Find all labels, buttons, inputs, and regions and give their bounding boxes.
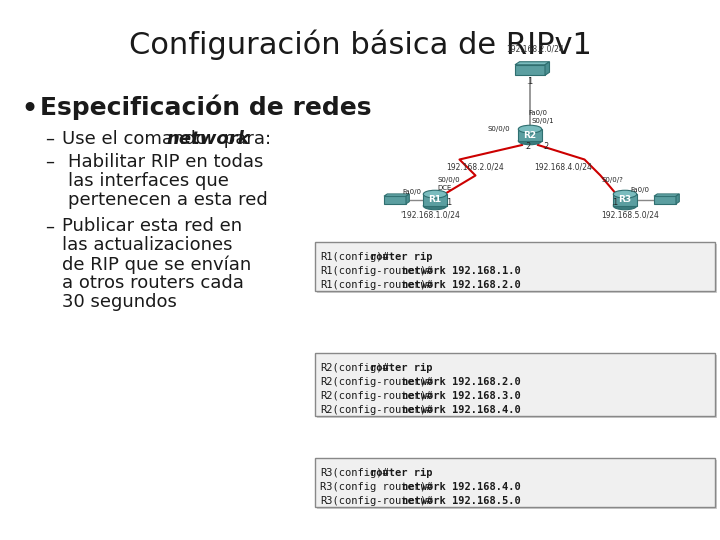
Text: Fa0/0: Fa0/0 (630, 187, 649, 193)
Text: network 192.168.3.0: network 192.168.3.0 (402, 391, 521, 401)
Text: .1: .1 (526, 77, 534, 86)
FancyBboxPatch shape (317, 355, 717, 417)
Text: R2(config-router)#: R2(config-router)# (320, 377, 433, 387)
FancyBboxPatch shape (317, 460, 717, 509)
Text: de RIP que se envían: de RIP que se envían (62, 255, 251, 274)
Text: router rip: router rip (370, 363, 433, 373)
Text: Publicar esta red en: Publicar esta red en (62, 218, 242, 235)
Text: .2: .2 (524, 142, 531, 151)
Text: las actualizaciones: las actualizaciones (62, 237, 233, 254)
Text: S0/0/0: S0/0/0 (437, 177, 459, 183)
Text: para:: para: (218, 130, 271, 148)
Polygon shape (545, 62, 549, 75)
Text: Use el comando: Use el comando (62, 130, 212, 148)
Polygon shape (423, 194, 446, 206)
Text: R3: R3 (618, 195, 631, 205)
Text: 192.168.4.0/24: 192.168.4.0/24 (534, 163, 592, 172)
Text: 192.168.2.0/24: 192.168.2.0/24 (446, 163, 504, 172)
Ellipse shape (518, 137, 541, 145)
Text: R1: R1 (428, 195, 441, 205)
Text: –: – (45, 130, 54, 148)
Text: R2: R2 (523, 131, 536, 139)
Text: 192.168.2.0/24: 192.168.2.0/24 (506, 45, 564, 54)
Text: S0/0/?: S0/0/? (601, 177, 623, 183)
Polygon shape (654, 194, 679, 196)
Text: 30 segundos: 30 segundos (62, 293, 177, 311)
Ellipse shape (613, 202, 636, 210)
Polygon shape (515, 65, 545, 75)
Text: network 192.168.4.0: network 192.168.4.0 (402, 482, 521, 492)
Text: '192.168.1.0/24: '192.168.1.0/24 (400, 210, 460, 219)
Polygon shape (515, 62, 549, 65)
Text: Configuración básica de RIPv1: Configuración básica de RIPv1 (129, 30, 591, 60)
Text: –: – (45, 218, 54, 235)
Text: network 192.168.4.0: network 192.168.4.0 (402, 405, 521, 415)
Text: Fa0/0: Fa0/0 (528, 110, 547, 116)
Text: S0/0/0: S0/0/0 (487, 126, 510, 132)
Text: S0/0/1: S0/0/1 (532, 118, 554, 124)
Polygon shape (613, 194, 636, 206)
Text: Fa0/0: Fa0/0 (402, 189, 421, 195)
Polygon shape (518, 129, 541, 141)
FancyBboxPatch shape (317, 244, 717, 293)
Text: R3(config router)#: R3(config router)# (320, 482, 433, 492)
Polygon shape (384, 196, 406, 204)
Ellipse shape (423, 202, 446, 210)
Text: network: network (166, 130, 250, 148)
Text: R3(config-router)#: R3(config-router)# (320, 496, 433, 506)
Text: a otros routers cada: a otros routers cada (62, 274, 244, 292)
Text: R2(config)#: R2(config)# (320, 363, 389, 373)
Text: R2(config-router)#: R2(config-router)# (320, 391, 433, 401)
Polygon shape (384, 194, 409, 196)
FancyBboxPatch shape (315, 242, 715, 291)
FancyBboxPatch shape (315, 353, 715, 415)
Text: router rip: router rip (370, 468, 433, 478)
Text: las interfaces que: las interfaces que (68, 172, 229, 190)
Text: Habilitar RIP en todas: Habilitar RIP en todas (68, 153, 264, 171)
Polygon shape (676, 194, 679, 204)
Text: R1(config-router)#: R1(config-router)# (320, 266, 433, 276)
Text: router rip: router rip (370, 252, 433, 262)
Text: .1: .1 (446, 198, 453, 207)
Text: R3(config)#: R3(config)# (320, 468, 389, 478)
Text: Especificación de redes: Especificación de redes (40, 95, 372, 120)
Text: network 192.168.2.0: network 192.168.2.0 (402, 377, 521, 387)
Text: .2: .2 (542, 142, 549, 151)
Polygon shape (406, 194, 409, 204)
FancyBboxPatch shape (315, 458, 715, 507)
Text: network 192.168.1.0: network 192.168.1.0 (402, 266, 521, 276)
Text: 192.168.5.0/24: 192.168.5.0/24 (601, 210, 659, 219)
Text: R1(config-router)#: R1(config-router)# (320, 280, 433, 290)
Text: network 192.168.5.0: network 192.168.5.0 (402, 496, 521, 506)
Polygon shape (654, 196, 676, 204)
Text: R1(config)#: R1(config)# (320, 252, 389, 262)
Text: DCE: DCE (437, 185, 451, 191)
Text: –: – (45, 153, 54, 171)
Text: .1: .1 (611, 198, 618, 207)
Text: R2(config-router)#: R2(config-router)# (320, 405, 433, 415)
Ellipse shape (613, 190, 636, 198)
Ellipse shape (518, 125, 541, 133)
Text: network 192.168.2.0: network 192.168.2.0 (402, 280, 521, 290)
Text: pertenecen a esta red: pertenecen a esta red (68, 191, 268, 208)
Ellipse shape (423, 190, 446, 198)
Text: •: • (20, 95, 38, 124)
